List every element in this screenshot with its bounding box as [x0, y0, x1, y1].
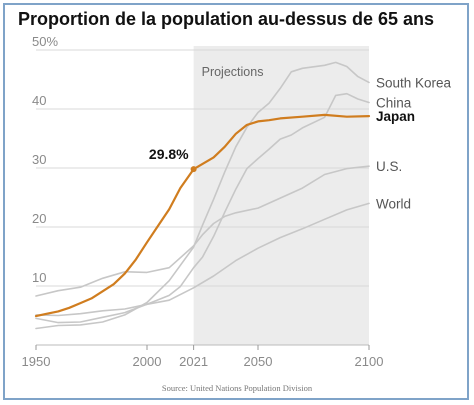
- annotation-marker: [190, 166, 197, 173]
- series-label-china: China: [376, 96, 412, 111]
- x-tick-label: 2050: [244, 354, 273, 369]
- x-tick-label: 2100: [355, 354, 384, 369]
- series-line-japan: [34, 113, 371, 318]
- annotation-label: 29.8%: [149, 146, 189, 162]
- series-label-u-s: U.S.: [376, 159, 402, 174]
- x-tick-label: 2000: [133, 354, 162, 369]
- y-tick-label: 50%: [32, 34, 58, 49]
- y-tick-label: 10: [32, 270, 46, 285]
- projection-label: Projections: [202, 65, 264, 79]
- series-label-world: World: [376, 196, 411, 211]
- x-tick-label: 2021: [179, 354, 208, 369]
- series-line-world: [35, 202, 370, 317]
- series-label-japan: Japan: [376, 109, 415, 124]
- series-line-china: [35, 92, 370, 324]
- series-line-u-s: [35, 165, 370, 297]
- source-note: Source: United Nations Population Divisi…: [162, 383, 313, 393]
- series-line-south-korea: [35, 61, 370, 330]
- chart-title: Proportion de la population au-dessus de…: [18, 9, 435, 29]
- projection-region: [193, 46, 369, 345]
- x-tick-label: 1950: [22, 354, 51, 369]
- y-tick-label: 40: [32, 93, 46, 108]
- y-tick-label: 20: [32, 211, 46, 226]
- y-tick-label: 30: [32, 152, 46, 167]
- series-label-south-korea: South Korea: [376, 75, 452, 90]
